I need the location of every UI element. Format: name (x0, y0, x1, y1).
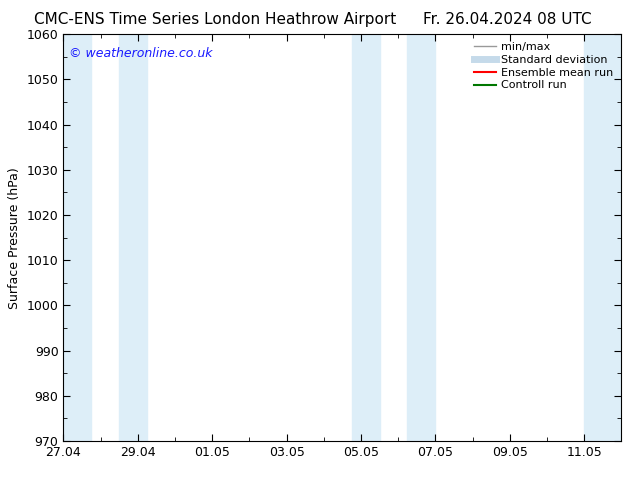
Y-axis label: Surface Pressure (hPa): Surface Pressure (hPa) (8, 167, 21, 309)
Bar (408, 34, 436, 441)
Bar (63, 34, 91, 441)
Bar (119, 34, 147, 441)
Bar (352, 34, 380, 441)
Text: CMC-ENS Time Series London Heathrow Airport: CMC-ENS Time Series London Heathrow Airp… (34, 12, 397, 27)
Bar (584, 34, 621, 441)
Text: © weatheronline.co.uk: © weatheronline.co.uk (69, 47, 212, 59)
Text: Fr. 26.04.2024 08 UTC: Fr. 26.04.2024 08 UTC (423, 12, 592, 27)
Legend: min/max, Standard deviation, Ensemble mean run, Controll run: min/max, Standard deviation, Ensemble me… (471, 40, 616, 93)
